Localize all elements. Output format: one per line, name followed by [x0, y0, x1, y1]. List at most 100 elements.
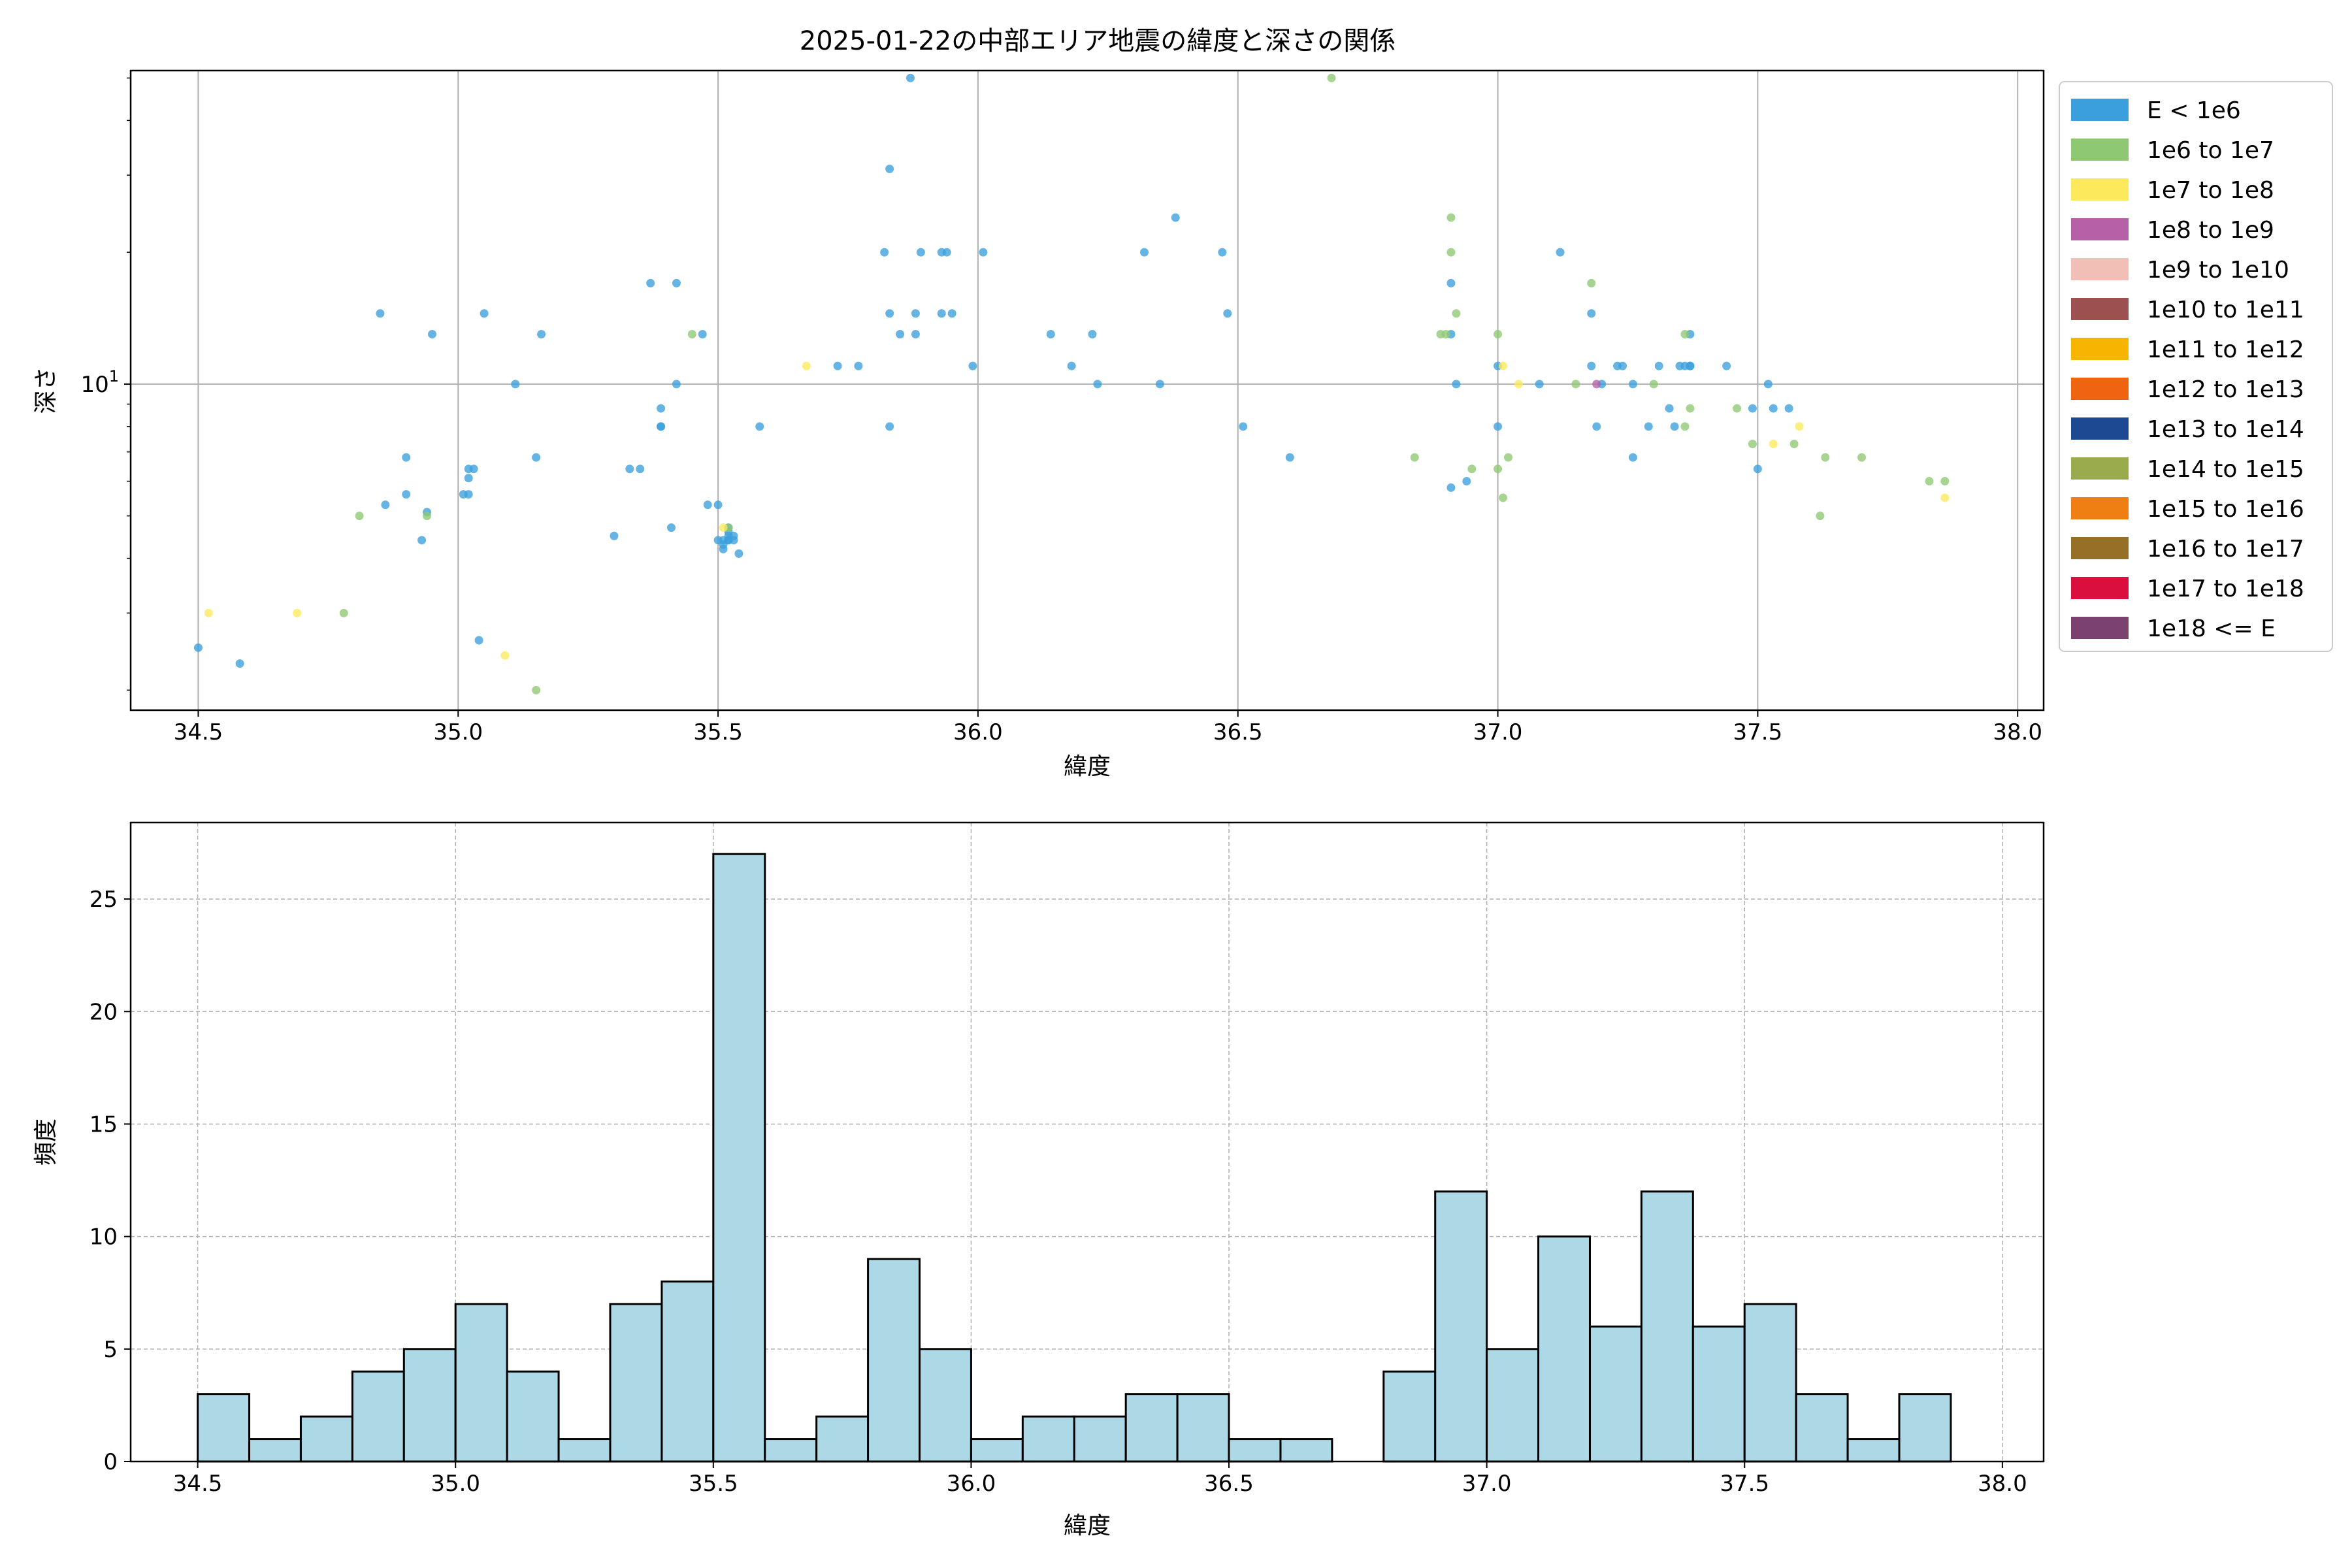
histogram-panel: 34.5 35.0 35.5 36.0 36.5 37.0 37.5 38.0 0 5 10 15 20… [33, 821, 2045, 1539]
chart-title: 2025-01-22の中部エリア地震の緯度と深さの関係 [800, 26, 1396, 56]
hist-xtick-label: 37.5 [1720, 1471, 1769, 1497]
scatter-point [1587, 361, 1596, 370]
scatter-point [355, 512, 364, 521]
scatter-xtick-label: 37.5 [1733, 719, 1783, 745]
hist-bar [1537, 1235, 1591, 1463]
scatter-point [833, 361, 842, 370]
hist-bar [712, 853, 766, 1463]
scatter-point [937, 309, 946, 318]
scatter-point [1686, 361, 1695, 370]
scatter-axes-frame [129, 69, 2045, 711]
legend-swatch [2071, 99, 2129, 121]
legend-label: 1e13 to 1e14 [2147, 416, 2304, 443]
scatter-point [672, 380, 681, 389]
scatter-point [1556, 248, 1565, 257]
scatter-panel: 34.5 35.0 35.5 36.0 36.5 37.0 37.5 38.0 101 緯度 深さ [33, 69, 2045, 780]
hist-xtick-label: 36.5 [1204, 1471, 1254, 1497]
scatter-point [880, 248, 889, 257]
scatter-point [339, 608, 348, 617]
scatter-point [1462, 477, 1471, 486]
scatter-point [1769, 404, 1778, 413]
legend-label: 1e11 to 1e12 [2147, 336, 2304, 363]
legend-label: 1e14 to 1e15 [2147, 456, 2304, 483]
hist-bar [867, 1258, 921, 1463]
legend-swatch [2071, 537, 2129, 559]
scatter-xtick-label: 36.5 [1213, 719, 1263, 745]
legend-swatch [2071, 139, 2129, 161]
scatter-xtick-label: 35.0 [433, 719, 483, 745]
scatter-point [1654, 361, 1663, 370]
legend-label: 1e6 to 1e7 [2147, 137, 2274, 164]
legend-label: 1e12 to 1e13 [2147, 376, 2304, 403]
hist-bar [1021, 1415, 1075, 1463]
scatter-point [423, 512, 432, 521]
scatter-point [1327, 73, 1336, 82]
scatter-point [911, 330, 920, 339]
hist-xtick-label: 35.0 [431, 1471, 480, 1497]
scatter-point [1857, 453, 1867, 462]
scatter-point [1535, 380, 1544, 389]
hist-bar [1124, 1393, 1179, 1463]
legend-swatch [2071, 298, 2129, 320]
scatter-point [703, 500, 712, 510]
scatter-point [1410, 453, 1419, 462]
scatter-point [1446, 248, 1456, 257]
legend-swatch [2071, 577, 2129, 599]
scatter-point [916, 248, 925, 257]
scatter-point [911, 309, 920, 318]
hist-bar [1486, 1348, 1540, 1463]
hist-ytick-label: 10 [90, 1224, 118, 1250]
scatter-point [464, 474, 473, 483]
hist-bar [661, 1281, 715, 1463]
scatter-point [666, 523, 676, 532]
scatter-point [1587, 278, 1596, 287]
scatter-point [1452, 380, 1461, 389]
hist-bar [197, 1393, 251, 1463]
scatter-point [1587, 309, 1596, 318]
scatter-point [1514, 380, 1523, 389]
scatter-point [1452, 309, 1461, 318]
scatter-point [1644, 422, 1653, 431]
scatter-point [636, 465, 645, 474]
scatter-point [1239, 422, 1248, 431]
scatter-point [968, 361, 977, 370]
hist-xtick-label: 38.0 [1978, 1471, 2027, 1497]
legend-label: 1e8 to 1e9 [2147, 217, 2274, 244]
scatter-point [402, 453, 411, 462]
scatter-xtick-label: 38.0 [1993, 719, 2042, 745]
legend-swatch [2071, 457, 2129, 480]
hist-bar [815, 1415, 870, 1463]
hist-axes-frame [129, 821, 2045, 1463]
scatter-point [1649, 380, 1658, 389]
scatter-point [854, 361, 863, 370]
hist-bar [402, 1348, 457, 1463]
scatter-point [1494, 422, 1503, 431]
hist-bar [1279, 1438, 1333, 1463]
scatter-xtick-label: 34.5 [174, 719, 223, 745]
scatter-point [1592, 380, 1601, 389]
scatter-point [755, 422, 764, 431]
hist-bar [609, 1303, 663, 1463]
scatter-point [885, 422, 894, 431]
legend-swatch [2071, 258, 2129, 280]
scatter-point [1499, 361, 1508, 370]
scatter-point [885, 165, 894, 174]
scatter-point [1940, 493, 1950, 502]
scatter-point [1789, 439, 1799, 448]
hist-xtick-label: 37.0 [1462, 1471, 1512, 1497]
legend-label: 1e18 <= E [2147, 615, 2276, 642]
legend-swatch [2071, 417, 2129, 440]
legend-swatch [2071, 617, 2129, 639]
scatter-point [610, 531, 619, 540]
scatter-point [376, 309, 385, 318]
scatter-point [719, 544, 728, 553]
legend-swatch [2071, 497, 2129, 519]
scatter-point [293, 608, 302, 617]
scatter-point [381, 500, 390, 510]
hist-bar [970, 1438, 1024, 1463]
hist-bar [248, 1438, 302, 1463]
hist-ytick-label: 0 [103, 1449, 118, 1475]
scatter-point [474, 636, 483, 645]
hist-bar [1691, 1325, 1746, 1463]
hist-bar [1640, 1190, 1694, 1463]
